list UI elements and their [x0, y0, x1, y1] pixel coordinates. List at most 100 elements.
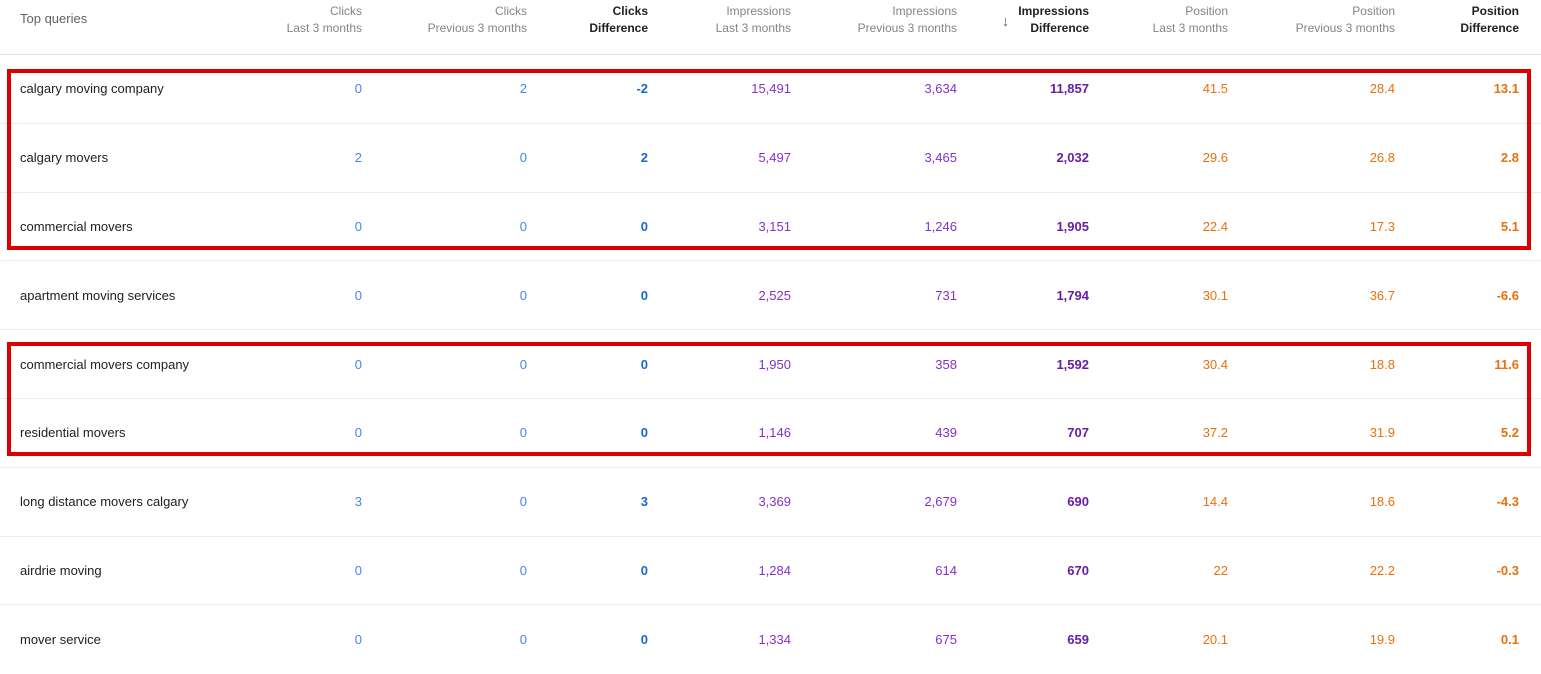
position-difference-cell: 13.1 — [1493, 81, 1519, 97]
position-last-cell: 30.4 — [1202, 356, 1228, 372]
query-cell: commercial movers company — [20, 356, 190, 372]
position-previous-cell: 18.8 — [1369, 356, 1395, 372]
impressions-last-cell: 1,284 — [758, 562, 791, 578]
clicks-difference-cell: 0 — [640, 632, 648, 648]
table-row[interactable]: commercial movers company 0 0 0 1,950 35… — [0, 330, 1541, 399]
table-row[interactable]: calgary movers 2 0 2 5,497 3,465 2,032 2… — [0, 123, 1541, 193]
query-cell: commercial movers — [20, 218, 133, 234]
impressions-difference-cell: 2,032 — [1056, 150, 1089, 166]
position-previous-cell: 28.4 — [1369, 81, 1395, 97]
table-row[interactable]: mover service 0 0 0 1,334 675 659 20.1 1… — [0, 605, 1541, 674]
position-difference-cell: -4.3 — [1496, 494, 1519, 510]
impressions-previous-cell: 675 — [935, 632, 957, 648]
clicks-previous-cell: 0 — [519, 218, 527, 234]
impressions-previous-cell: 439 — [935, 425, 957, 441]
clicks-difference-cell: -2 — [636, 81, 648, 97]
position-difference-cell: 5.1 — [1500, 218, 1519, 234]
clicks-difference-cell: 0 — [640, 356, 648, 372]
table-row[interactable]: airdrie moving 0 0 0 1,284 614 670 22 22… — [0, 536, 1541, 606]
impressions-last-cell: 1,146 — [758, 425, 791, 441]
table-row[interactable]: long distance movers calgary 3 0 3 3,369… — [0, 467, 1541, 537]
sort-descending-icon: ↓ — [1001, 12, 1010, 30]
query-cell: long distance movers calgary — [20, 494, 189, 510]
column-header-clicks-difference[interactable]: Clicks Difference — [589, 4, 648, 35]
column-header-top-queries: Top queries — [20, 11, 88, 26]
position-previous-cell: 31.9 — [1369, 425, 1395, 441]
position-previous-cell: 18.6 — [1369, 494, 1395, 510]
clicks-previous-cell: 0 — [519, 425, 527, 441]
query-cell: mover service — [20, 632, 101, 648]
position-difference-cell: 11.6 — [1494, 356, 1519, 372]
impressions-previous-cell: 731 — [935, 287, 957, 303]
position-previous-cell: 17.3 — [1369, 218, 1395, 234]
column-header-position-previous-3-months[interactable]: Position Previous 3 months — [1295, 4, 1395, 35]
table-row[interactable]: calgary moving company 0 2 -2 15,491 3,6… — [0, 55, 1541, 124]
position-previous-cell: 36.7 — [1369, 287, 1395, 303]
impressions-difference-cell: 1,905 — [1056, 218, 1089, 234]
query-cell: calgary moving company — [20, 81, 164, 97]
impressions-previous-cell: 3,634 — [924, 81, 957, 97]
impressions-previous-cell: 358 — [935, 356, 957, 372]
impressions-difference-cell: 11,857 — [1049, 81, 1089, 97]
impressions-last-cell: 2,525 — [758, 287, 791, 303]
column-header-impressions-last-3-months[interactable]: Impressions Last 3 months — [715, 4, 791, 35]
position-previous-cell: 26.8 — [1369, 150, 1395, 166]
impressions-difference-cell: 1,794 — [1056, 287, 1089, 303]
table-body: calgary moving company 0 2 -2 15,491 3,6… — [0, 55, 1541, 674]
impressions-difference-cell: 670 — [1067, 562, 1089, 578]
position-last-cell: 41.5 — [1202, 81, 1228, 97]
column-header-position-difference[interactable]: Position Difference — [1460, 4, 1519, 35]
position-previous-cell: 19.9 — [1369, 632, 1395, 648]
clicks-last-cell: 0 — [354, 287, 362, 303]
impressions-last-cell: 1,950 — [758, 356, 791, 372]
impressions-last-cell: 15,491 — [751, 81, 791, 97]
position-last-cell: 37.2 — [1202, 425, 1228, 441]
clicks-previous-cell: 0 — [519, 287, 527, 303]
column-header-impressions-difference[interactable]: ↓ Impressions Difference — [1001, 4, 1089, 35]
clicks-previous-cell: 2 — [519, 81, 527, 97]
table-row[interactable]: apartment moving services 0 0 0 2,525 73… — [0, 261, 1541, 331]
clicks-last-cell: 0 — [354, 81, 362, 97]
clicks-last-cell: 2 — [354, 150, 362, 166]
clicks-previous-cell: 0 — [519, 356, 527, 372]
position-last-cell: 22.4 — [1202, 218, 1228, 234]
clicks-previous-cell: 0 — [519, 494, 527, 510]
position-difference-cell: -0.3 — [1496, 562, 1519, 578]
table-row[interactable]: residential movers 0 0 0 1,146 439 707 3… — [0, 398, 1541, 468]
clicks-last-cell: 0 — [354, 562, 362, 578]
position-last-cell: 20.1 — [1202, 632, 1228, 648]
impressions-previous-cell: 614 — [935, 562, 957, 578]
clicks-difference-cell: 0 — [640, 562, 648, 578]
column-header-position-last-3-months[interactable]: Position Last 3 months — [1152, 4, 1228, 35]
clicks-difference-cell: 3 — [640, 494, 648, 510]
clicks-previous-cell: 0 — [519, 632, 527, 648]
table-header-row: Top queries Clicks Last 3 months Clicks … — [0, 0, 1541, 55]
impressions-previous-cell: 3,465 — [924, 150, 957, 166]
clicks-difference-cell: 2 — [640, 150, 648, 166]
clicks-difference-cell: 0 — [640, 218, 648, 234]
clicks-last-cell: 3 — [354, 494, 362, 510]
query-cell: calgary movers — [20, 150, 109, 166]
table-row[interactable]: commercial movers 0 0 0 3,151 1,246 1,90… — [0, 192, 1541, 262]
column-header-clicks-previous-3-months[interactable]: Clicks Previous 3 months — [427, 4, 527, 35]
clicks-difference-cell: 0 — [640, 287, 648, 303]
impressions-difference-cell: 1,592 — [1056, 356, 1089, 372]
clicks-last-cell: 0 — [354, 425, 362, 441]
clicks-last-cell: 0 — [354, 218, 362, 234]
query-cell: residential movers — [20, 425, 126, 441]
position-last-cell: 29.6 — [1202, 150, 1228, 166]
column-header-clicks-last-3-months[interactable]: Clicks Last 3 months — [286, 4, 362, 35]
impressions-previous-cell: 1,246 — [924, 218, 957, 234]
position-difference-cell: -6.6 — [1496, 287, 1519, 303]
impressions-last-cell: 3,369 — [758, 494, 791, 510]
query-cell: apartment moving services — [20, 287, 176, 303]
position-last-cell: 22 — [1213, 562, 1228, 578]
position-difference-cell: 5.2 — [1500, 425, 1519, 441]
position-last-cell: 30.1 — [1202, 287, 1228, 303]
clicks-previous-cell: 0 — [519, 562, 527, 578]
impressions-last-cell: 1,334 — [758, 632, 791, 648]
clicks-previous-cell: 0 — [519, 150, 527, 166]
column-header-impressions-previous-3-months[interactable]: Impressions Previous 3 months — [857, 4, 957, 35]
position-last-cell: 14.4 — [1202, 494, 1228, 510]
